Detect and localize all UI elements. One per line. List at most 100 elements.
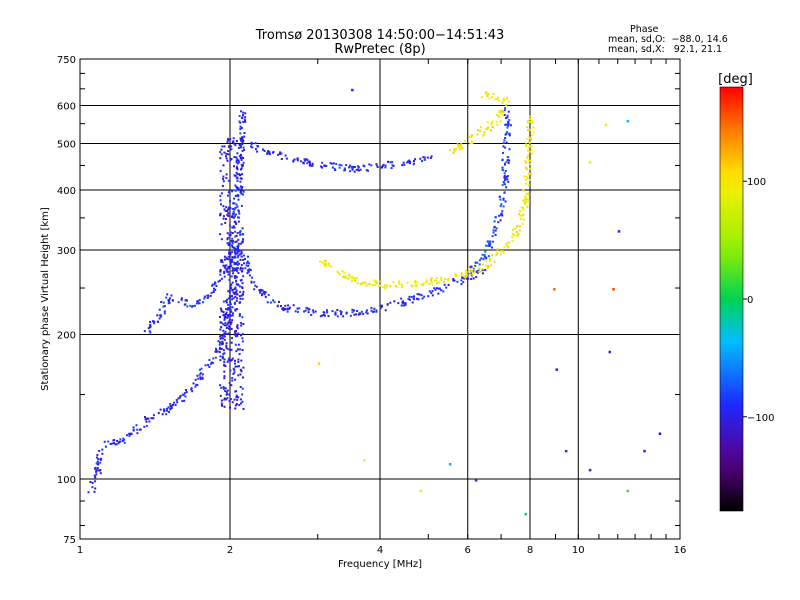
column-point [241,267,244,270]
scatter-point [448,462,452,466]
trace-point-x_f1_trace [529,115,532,118]
trace-point-low_band [103,440,106,443]
trace-point-x_f1_trace [527,154,530,157]
trace-point-o_upper_branch [167,302,170,305]
column-point [220,203,222,206]
trace-point-low_band [218,343,221,346]
trace-point-o_upper_branch [207,296,210,299]
trace-point-o_f1_trace [247,270,250,273]
trace-point-x_f1_trace [464,272,467,275]
trace-point-o_cusp [484,250,487,253]
column-point [234,295,237,298]
trace-point-o_cusp [502,199,505,201]
trace-point-x_f1_trace [525,182,527,185]
trace-point-o_cusp [503,114,506,116]
trace-point-x_f1_trace [522,189,525,192]
trace-point-o_f1_trace [353,309,355,312]
trace-point-o_cusp [502,205,505,208]
trace-point-x_top [490,123,493,126]
trace-point-x_f1_trace [354,279,357,282]
column-point [231,244,233,247]
column-point [238,301,241,304]
colorbar-tick-label: 0 [747,295,753,306]
trace-point-x_f1_trace [338,273,341,276]
trace-point-low_band [150,417,153,420]
trace-point-x_f1_trace [363,281,366,284]
column-point [222,387,225,390]
trace-point-o_cusp [504,107,507,110]
trace-point-low_band [216,350,219,353]
column-point [227,244,230,246]
trace-point-o_upper_branch [238,155,241,158]
column-point [228,295,231,298]
trace-point-low_band [177,397,180,400]
stats-heading: Phase [630,24,659,35]
trace-point-x_f1_trace [526,205,529,208]
trace-point-o_cusp [500,212,503,215]
trace-point-o_cusp [499,219,502,222]
column-point [228,313,231,316]
trace-point-x_f1_trace [466,273,469,276]
trace-point-x_f1_trace [430,280,433,283]
trace-point-x_f1_trace [369,283,372,286]
trace-point-o_upper_branch [238,173,241,176]
trace-point-o_f2_trace [419,157,422,160]
column-point [231,288,234,291]
scatter-point [553,288,556,291]
column-point [221,185,224,187]
trace-point-x_f1_trace [526,177,529,179]
column-point [232,226,235,229]
trace-point-x_f1_trace [468,270,471,272]
trace-point-o_f1_trace [298,307,301,310]
trace-point-o_cusp [494,234,497,236]
column-point [236,162,239,165]
trace-point-o_upper_branch [239,191,242,194]
trace-point-o_f1_trace [430,292,433,294]
trace-point-o_f1_trace [431,294,434,297]
trace-point-low_band [167,406,170,409]
column-point [229,369,232,372]
column-point [229,253,232,256]
trace-point-o_f1_trace [460,279,463,282]
trace-point-o_upper_branch [148,330,151,333]
column-point [235,240,238,243]
column-point [223,364,226,367]
trace-point-o_upper_branch [235,171,238,174]
trace-point-x_f1_trace [431,282,434,285]
trace-point-o_cusp [493,220,496,223]
column-point [227,214,230,217]
column-point [228,348,231,351]
trace-point-o_f2_trace [384,166,387,169]
trace-point-low_band [228,328,231,330]
trace-point-o_upper_branch [237,159,240,162]
trace-point-o_f1_trace [438,287,441,290]
scatter-point [608,350,612,354]
trace-point-o_upper_branch [236,158,239,161]
trace-point-o_f1_trace [400,304,403,307]
trace-point-low_band [229,298,232,301]
trace-point-o_upper_branch [244,112,247,115]
trace-point-o_f1_trace [349,314,352,317]
stats-line-o: mean, sd,O: −88.0, 14.6 [608,34,728,45]
trace-point-o_f1_trace [280,305,282,307]
column-point [220,310,223,313]
column-point [231,232,234,234]
trace-point-o_cusp [502,197,505,200]
trace-point-o_cusp [507,120,510,123]
column-point [229,322,232,325]
trace-point-low_band [123,438,126,441]
trace-point-o_f1_trace [244,258,246,261]
column-point [240,249,243,252]
trace-point-o_f1_trace [266,301,269,304]
trace-point-o_f2_trace [280,152,283,155]
trace-point-o_f1_trace [259,290,262,293]
column-point [240,158,243,161]
trace-point-x_f1_trace [382,285,385,288]
trace-point-o_f1_trace [393,300,396,303]
trace-point-o_f1_trace [386,303,389,306]
trace-point-x_f1_trace [529,167,531,170]
trace-point-low_band [211,361,214,364]
trace-point-low_band [173,401,175,404]
trace-point-o_f1_trace [433,287,436,290]
trace-point-o_f1_trace [264,295,267,298]
